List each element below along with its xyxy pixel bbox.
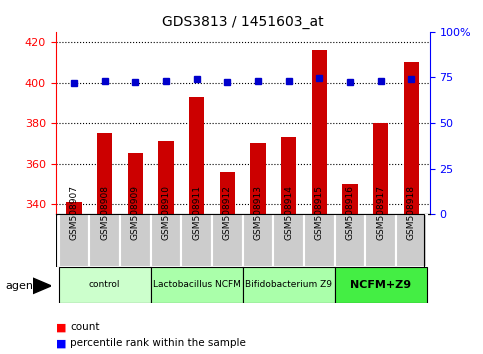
Bar bbox=[128, 153, 143, 214]
Bar bbox=[250, 143, 266, 214]
Bar bbox=[189, 97, 204, 214]
Text: GSM508911: GSM508911 bbox=[192, 185, 201, 240]
Text: GSM508918: GSM508918 bbox=[407, 185, 416, 240]
Bar bbox=[212, 214, 243, 267]
Text: control: control bbox=[89, 280, 120, 290]
Text: GSM508913: GSM508913 bbox=[254, 185, 263, 240]
Bar bbox=[181, 214, 212, 267]
Bar bbox=[304, 214, 335, 267]
Bar bbox=[312, 50, 327, 214]
Text: GSM508909: GSM508909 bbox=[131, 185, 140, 240]
Bar bbox=[58, 267, 151, 303]
Text: ■: ■ bbox=[56, 322, 66, 332]
Text: GSM508908: GSM508908 bbox=[100, 185, 109, 240]
Bar bbox=[366, 214, 396, 267]
Bar bbox=[220, 172, 235, 214]
Bar bbox=[404, 62, 419, 214]
Bar bbox=[273, 214, 304, 267]
Bar bbox=[158, 141, 174, 214]
Bar bbox=[373, 123, 388, 214]
Text: ■: ■ bbox=[56, 338, 66, 348]
Bar bbox=[335, 214, 366, 267]
Polygon shape bbox=[33, 278, 51, 294]
Bar bbox=[151, 267, 243, 303]
Bar bbox=[396, 214, 427, 267]
Text: GSM508916: GSM508916 bbox=[346, 185, 355, 240]
Bar bbox=[151, 214, 181, 267]
Text: Bifidobacterium Z9: Bifidobacterium Z9 bbox=[245, 280, 332, 290]
Text: Lactobacillus NCFM: Lactobacillus NCFM bbox=[153, 280, 241, 290]
Bar bbox=[89, 214, 120, 267]
Text: count: count bbox=[70, 322, 99, 332]
Text: GSM508912: GSM508912 bbox=[223, 185, 232, 240]
Title: GDS3813 / 1451603_at: GDS3813 / 1451603_at bbox=[162, 16, 324, 29]
Bar bbox=[58, 214, 89, 267]
Text: percentile rank within the sample: percentile rank within the sample bbox=[70, 338, 246, 348]
Bar bbox=[66, 202, 82, 214]
Text: GSM508907: GSM508907 bbox=[70, 185, 78, 240]
Text: GSM508915: GSM508915 bbox=[315, 185, 324, 240]
Text: NCFM+Z9: NCFM+Z9 bbox=[350, 280, 412, 290]
Bar bbox=[243, 214, 273, 267]
Bar bbox=[243, 267, 335, 303]
Text: GSM508917: GSM508917 bbox=[376, 185, 385, 240]
Text: agent: agent bbox=[6, 281, 38, 291]
Bar bbox=[120, 214, 151, 267]
Bar bbox=[335, 267, 427, 303]
Text: GSM508910: GSM508910 bbox=[161, 185, 170, 240]
Text: GSM508914: GSM508914 bbox=[284, 185, 293, 240]
Bar bbox=[97, 133, 113, 214]
Bar bbox=[281, 137, 297, 214]
Bar bbox=[342, 184, 358, 214]
